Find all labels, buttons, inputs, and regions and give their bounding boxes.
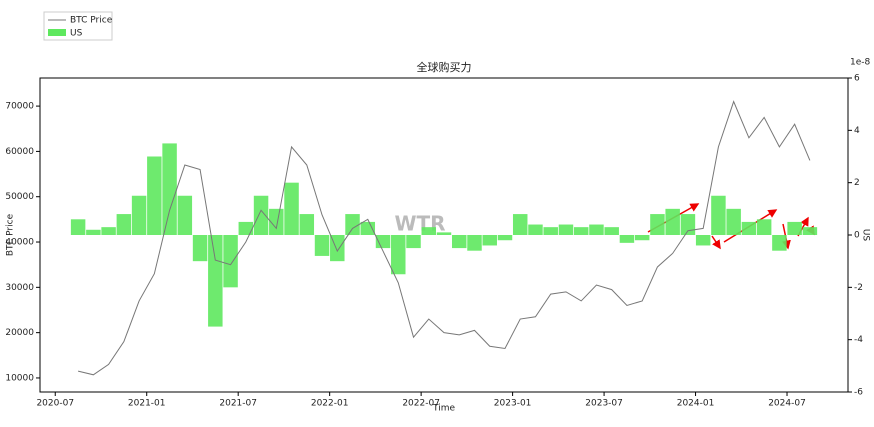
- legend-label: US: [70, 29, 83, 39]
- bar: [177, 195, 193, 235]
- bar: [314, 235, 330, 256]
- y2-tick-label: 2: [854, 178, 860, 188]
- bar: [604, 227, 619, 235]
- x-tick-label: 2023-07: [585, 399, 623, 409]
- x-tick-label: 2021-01: [128, 399, 166, 409]
- bar: [528, 224, 543, 235]
- bar: [162, 143, 177, 235]
- y2-tick-label: 6: [854, 74, 860, 84]
- bar: [284, 182, 299, 235]
- bar: [345, 214, 360, 235]
- bar: [360, 221, 376, 235]
- bar: [208, 235, 223, 327]
- x-tick-label: 2020-07: [36, 399, 74, 409]
- y-tick-label: 20000: [5, 328, 34, 338]
- y2-tick-label: 0: [854, 231, 860, 241]
- arrow: [711, 235, 721, 250]
- watermark: WTR: [394, 212, 445, 236]
- bar: [711, 195, 726, 235]
- bar: [238, 221, 254, 235]
- x-axis-label: Time: [432, 404, 455, 414]
- bar: [391, 235, 406, 275]
- x-tick-label: 2021-07: [219, 399, 257, 409]
- bar: [558, 224, 574, 235]
- legend-swatch: [48, 29, 66, 36]
- bar: [756, 219, 772, 235]
- y-tick-label: 10000: [5, 373, 34, 383]
- bar: [589, 224, 604, 235]
- bar: [543, 227, 558, 235]
- y-tick-label: 60000: [5, 147, 34, 157]
- bar: [269, 208, 284, 235]
- bar: [772, 235, 787, 251]
- bar: [619, 235, 635, 243]
- bar: [482, 235, 497, 246]
- x-tick-label: 2022-01: [311, 399, 349, 409]
- x-tick-label: 2024-07: [768, 399, 806, 409]
- bar: [452, 235, 467, 249]
- bar: [573, 227, 589, 235]
- bar: [512, 214, 528, 235]
- bar: [741, 221, 757, 235]
- bar: [116, 214, 132, 235]
- bar: [192, 235, 208, 262]
- x-tick-label: 2022-07: [402, 399, 440, 409]
- bar: [70, 219, 86, 235]
- bar: [131, 195, 147, 235]
- bar: [436, 232, 452, 235]
- y-axis-label: BTC Price: [6, 213, 16, 256]
- bar: [421, 227, 436, 235]
- bar: [375, 235, 391, 249]
- legend-label: BTC Price: [70, 16, 113, 26]
- bar: [650, 214, 665, 235]
- bar: [223, 235, 238, 288]
- bar: [634, 235, 650, 241]
- y-tick-label: 40000: [5, 238, 34, 248]
- bar: [680, 214, 696, 235]
- y2-tick-label: 4: [854, 126, 860, 136]
- y2-tick-label: -4: [854, 335, 863, 345]
- chart-title: 全球购买力: [417, 60, 472, 74]
- y-tick-label: 30000: [5, 283, 34, 293]
- bar: [467, 235, 482, 251]
- bar: [665, 208, 680, 235]
- bar: [787, 221, 802, 235]
- bar: [299, 214, 315, 235]
- y2-axis-label: US: [861, 229, 871, 242]
- price-line: [77, 100, 811, 376]
- bar: [695, 235, 711, 246]
- bar: [253, 195, 269, 235]
- y2-offset-label: 1e-8: [850, 58, 871, 68]
- y2-tick-label: -6: [854, 388, 863, 398]
- legend: BTC Price US: [43, 11, 113, 41]
- bar: [802, 227, 818, 235]
- bar: [497, 235, 513, 241]
- x-tick-label: 2024-01: [677, 399, 715, 409]
- bar: [86, 229, 101, 235]
- y-tick-label: 70000: [5, 102, 34, 112]
- bar: [406, 235, 421, 249]
- bar: [726, 208, 741, 235]
- bar: [147, 156, 162, 235]
- y2-tick-label: -2: [854, 283, 863, 293]
- bar: [101, 227, 116, 235]
- y-tick-label: 50000: [5, 192, 34, 202]
- x-tick-label: 2023-01: [494, 399, 532, 409]
